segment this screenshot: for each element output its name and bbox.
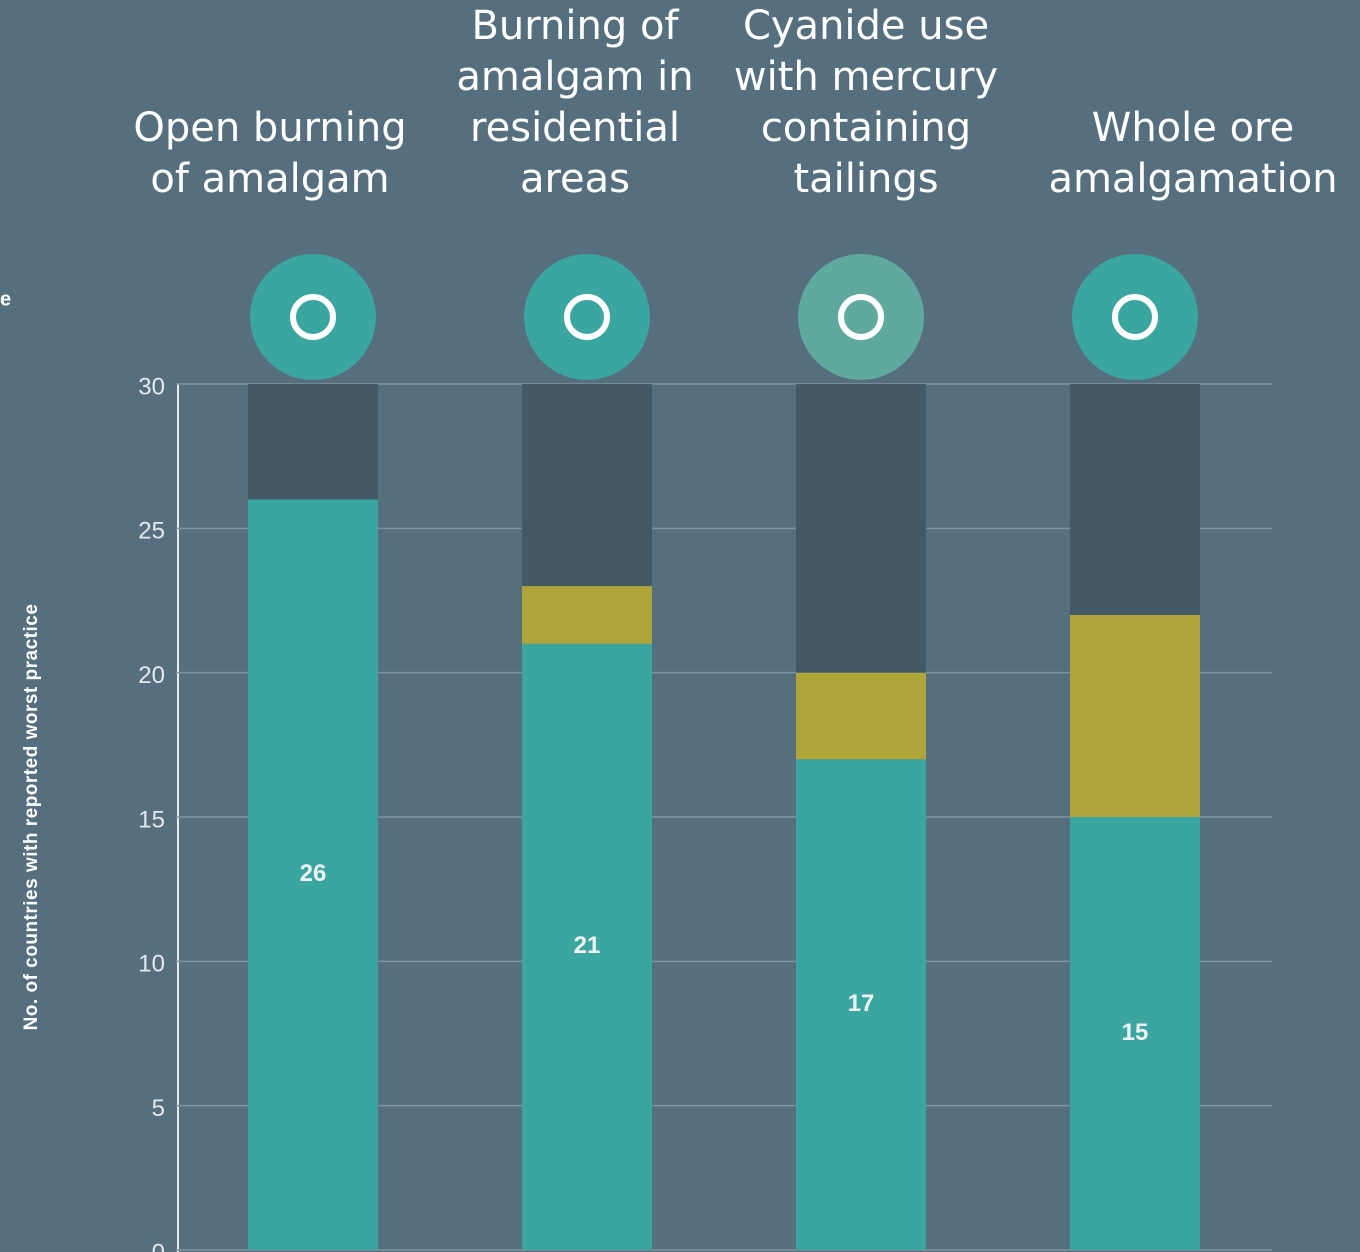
icon-badge — [524, 254, 650, 380]
icon-badge — [250, 254, 376, 380]
bar-segment — [522, 643, 652, 1250]
y-tick-label: 0 — [152, 1239, 165, 1252]
icon-badge — [798, 254, 924, 380]
bar-segment — [796, 759, 926, 1250]
bar-segment — [522, 384, 652, 587]
y-tick-label: 20 — [138, 662, 165, 689]
y-tick-label: 30 — [138, 373, 165, 400]
y-axis-label: No. of countries with reported worst pra… — [21, 604, 42, 1031]
bar-segment — [796, 672, 926, 760]
bar-segment — [796, 384, 926, 673]
bar-segment — [248, 384, 378, 500]
value-label: 15 — [1122, 1019, 1149, 1046]
value-label: 26 — [300, 860, 327, 887]
category-label: Cyanide use with mercury containing tail… — [733, 3, 999, 202]
bar-segment — [1070, 817, 1200, 1250]
value-label: 21 — [574, 932, 601, 959]
icon-glyph — [838, 294, 884, 340]
bar-segment — [1070, 384, 1200, 615]
icon-glyph — [564, 294, 610, 340]
y-tick-label: 10 — [138, 951, 165, 978]
bar-segment — [248, 499, 378, 1250]
value-label: 17 — [848, 990, 875, 1017]
bar-segment — [1070, 614, 1200, 817]
y-tick-label: 5 — [152, 1095, 165, 1122]
icon-glyph — [1112, 294, 1158, 340]
icon-glyph — [290, 294, 336, 340]
y-tick-label: 15 — [138, 806, 165, 833]
icon-badge — [1072, 254, 1198, 380]
cut-annotation: e — [0, 288, 11, 310]
category-label: Burning of amalgam in residential areas — [456, 3, 694, 202]
y-tick-label: 25 — [138, 518, 165, 545]
category-label: Whole ore amalgamation — [1048, 105, 1338, 202]
category-label: Open burning of amalgam — [133, 105, 407, 202]
bar-segment — [522, 586, 652, 644]
